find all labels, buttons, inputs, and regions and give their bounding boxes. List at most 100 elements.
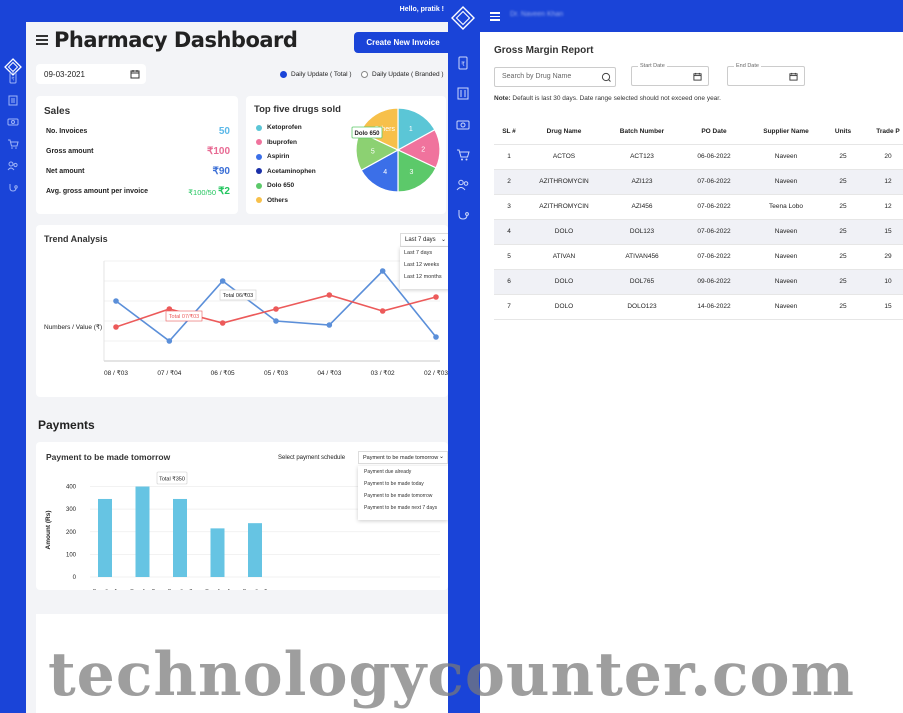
bar[interactable]: [210, 528, 225, 577]
menu-item-last-7-days[interactable]: Last 7 days: [404, 250, 433, 256]
drug-search-input[interactable]: Search by Drug Name: [494, 67, 616, 87]
data-point[interactable]: [113, 324, 119, 330]
column-header[interactable]: Supplier Name: [748, 120, 824, 145]
column-header[interactable]: SL #: [494, 120, 524, 145]
table-row[interactable]: 2 AZITHROMYCIN AZI123 07-06-2022 Naveen 25 12: [494, 169, 903, 195]
menu-item-payment-today[interactable]: Payment to be made today: [364, 481, 424, 487]
data-point[interactable]: [219, 278, 226, 284]
legend-dot-icon: [256, 182, 262, 189]
menu-icon[interactable]: [36, 35, 48, 45]
create-invoice-button[interactable]: Create New Invoice: [354, 32, 448, 53]
table-cell: 14-06-2022: [680, 294, 748, 320]
menu-item-last-12-months[interactable]: Last 12 months: [404, 274, 442, 280]
invoice-icon[interactable]: ₹: [456, 56, 470, 70]
stethoscope-icon[interactable]: [7, 182, 19, 194]
column-header[interactable]: Trade P: [862, 120, 903, 145]
table-cell: Teena Lobo: [748, 194, 824, 220]
menu-item-payment-next-7-days[interactable]: Payment to be made next 7 days: [364, 505, 438, 511]
data-point[interactable]: [166, 306, 173, 312]
data-point[interactable]: [379, 308, 386, 314]
pharmacy-dashboard-window: Hello, pratik ! ₹ Pharmacy Dashboard Cre…: [0, 0, 448, 713]
sales-row-net: Net amount ₹90: [46, 166, 230, 180]
search-icon[interactable]: [601, 72, 611, 82]
table-row[interactable]: 1 ACTOS ACT123 06-06-2022 Naveen 25 20: [494, 144, 903, 170]
table-cell: 25: [824, 294, 862, 320]
table-row[interactable]: 6 DOLO DOL765 09-06-2022 Naveen 25 10: [494, 269, 903, 295]
cart-icon[interactable]: [7, 138, 19, 150]
data-point[interactable]: [433, 334, 439, 340]
cash-icon[interactable]: [7, 116, 19, 128]
trend-range-dropdown[interactable]: Last 7 days ⌄: [400, 233, 448, 247]
menu-item-payment-due[interactable]: Payment due already: [364, 469, 412, 475]
table-cell: 07-06-2022: [680, 194, 748, 220]
data-point[interactable]: [219, 320, 226, 326]
watermark-text: technologycounter.com: [47, 640, 856, 710]
data-point[interactable]: [326, 322, 333, 328]
note-label: Note:: [494, 95, 511, 102]
pie-slice[interactable]: [397, 108, 436, 152]
table-row[interactable]: 4 DOLO DOL123 07-06-2022 Naveen 25 15: [494, 219, 903, 245]
data-point[interactable]: [166, 338, 173, 344]
column-header[interactable]: Units: [824, 120, 862, 145]
start-date-field[interactable]: Start Date: [631, 63, 709, 86]
users-icon[interactable]: [456, 178, 470, 192]
table-cell: 25: [824, 169, 862, 195]
search-placeholder: Search by Drug Name: [502, 73, 572, 80]
column-header[interactable]: Batch Number: [604, 120, 680, 145]
table-row[interactable]: 5 ATIVAN ATIVAN456 07-06-2022 Naveen 25 29: [494, 244, 903, 270]
stethoscope-icon[interactable]: [456, 208, 470, 222]
building-icon[interactable]: [7, 94, 19, 106]
table-cell: 3: [494, 194, 524, 220]
data-point[interactable]: [273, 306, 279, 312]
calendar-icon[interactable]: [789, 72, 798, 81]
sales-row-invoices: No. Invoices 50: [46, 126, 230, 140]
data-point[interactable]: [113, 298, 119, 304]
x-tick-label: 03 / ₹02: [371, 369, 395, 377]
data-point[interactable]: [379, 268, 386, 274]
data-point[interactable]: [273, 318, 279, 324]
payment-schedule-dropdown[interactable]: Payment to be made tomorrow ⌄: [358, 451, 448, 464]
table-cell: 15: [862, 294, 903, 320]
data-point[interactable]: [433, 294, 439, 300]
user-greeting[interactable]: Hello, pratik !: [399, 6, 444, 13]
sales-row-avg: Avg. gross amount per invoice ₹100/50 ₹2: [46, 186, 230, 200]
building-icon[interactable]: [456, 86, 470, 100]
table-cell: ACTOS: [524, 144, 604, 170]
data-point[interactable]: [326, 292, 333, 298]
date-value: 09-03-2021: [44, 70, 85, 79]
table-row[interactable]: 7 DOLO DOLO123 14-06-2022 Naveen 25 15: [494, 294, 903, 320]
logo-icon[interactable]: [451, 6, 475, 30]
menu-item-last-12-weeks[interactable]: Last 12 weeks: [404, 262, 440, 268]
bar[interactable]: [135, 486, 150, 577]
radio-daily-total[interactable]: Daily Update ( Total ): [280, 71, 352, 78]
invoice-icon[interactable]: ₹: [7, 72, 19, 84]
logo-icon[interactable]: [4, 58, 22, 76]
cash-icon[interactable]: [456, 118, 470, 132]
cart-icon[interactable]: [456, 148, 470, 162]
payment-title: Payment to be made tomorrow: [46, 452, 171, 462]
dashboard-main: Pharmacy Dashboard Create New Invoice 09…: [26, 22, 448, 713]
bar[interactable]: [98, 498, 112, 577]
sidebar: ₹: [448, 0, 480, 713]
pie-slice-label: 2: [421, 147, 425, 154]
bar[interactable]: [248, 523, 262, 577]
users-icon[interactable]: [7, 160, 19, 172]
end-date-field[interactable]: End Date: [727, 63, 805, 86]
calendar-icon[interactable]: [130, 69, 140, 79]
table-cell: DOLO: [524, 219, 604, 245]
table-row[interactable]: 3 AZITHROMYCIN AZI456 07-06-2022 Teena Lobo 2…: [494, 194, 903, 220]
top-bar: Hello, pratik !: [0, 0, 448, 22]
sales-card: Sales No. Invoices 50 Gross amount ₹100 …: [36, 96, 238, 214]
top-bar: Dr. Naveen Khan: [448, 0, 903, 32]
menu-item-payment-tomorrow[interactable]: Payment to be made tomorrow: [364, 493, 433, 499]
bar[interactable]: [173, 498, 187, 577]
radio-daily-branded[interactable]: Daily Update ( Branded ): [361, 71, 444, 78]
table-cell: DOLO: [524, 294, 604, 320]
menu-icon[interactable]: [490, 12, 500, 21]
date-picker[interactable]: 09-03-2021: [36, 64, 146, 84]
pie-slice[interactable]: [397, 149, 437, 193]
column-header[interactable]: PO Date: [680, 120, 748, 145]
pie-slice[interactable]: [360, 148, 399, 193]
calendar-icon[interactable]: [693, 72, 702, 81]
column-header[interactable]: Drug Name: [524, 120, 604, 145]
